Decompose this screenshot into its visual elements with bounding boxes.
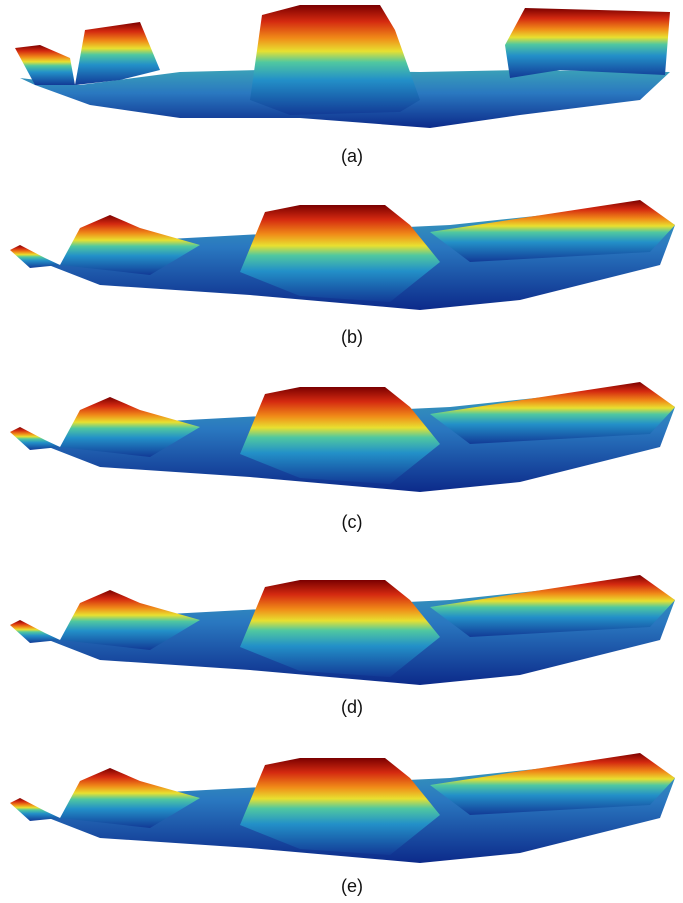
- panel-label: (b): [341, 327, 363, 347]
- panel-label: (e): [341, 876, 363, 896]
- surface-d: [10, 575, 675, 685]
- surface-c: [10, 382, 675, 492]
- panel-label: (c): [342, 512, 363, 532]
- panel-label: (d): [341, 697, 363, 717]
- panel-label: (a): [341, 146, 363, 166]
- surface-e: [10, 753, 675, 863]
- surface-a: [15, 5, 670, 128]
- surface-b: [10, 200, 675, 310]
